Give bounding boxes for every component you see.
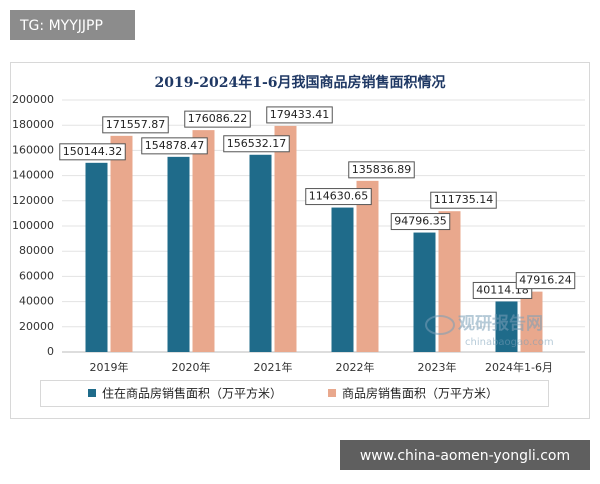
data-label: 40114.18 xyxy=(476,283,529,296)
top-tag: TG: MYYJJPP xyxy=(19,18,103,34)
data-label: 94796.35 xyxy=(394,215,447,228)
bar xyxy=(192,130,215,352)
data-label: 135836.89 xyxy=(352,163,412,176)
bar xyxy=(85,162,108,352)
y-tick-label: 140000 xyxy=(12,169,54,182)
data-label: 171557.87 xyxy=(106,118,166,131)
y-tick-label: 120000 xyxy=(12,194,54,207)
x-tick-label: 2023年 xyxy=(418,360,457,374)
x-tick-label: 2021年 xyxy=(254,360,293,374)
data-label-box xyxy=(348,161,415,179)
bar xyxy=(520,291,543,352)
data-label-box xyxy=(102,116,169,134)
bar xyxy=(274,125,297,352)
x-tick-label: 2019年 xyxy=(90,360,129,374)
bar xyxy=(110,135,133,352)
data-label: 150144.32 xyxy=(63,145,123,158)
logo-watermark: 观研报告网 chinabaogao.com xyxy=(425,313,554,348)
data-label-box xyxy=(305,188,372,206)
legend-swatch xyxy=(328,389,337,397)
chart-title: 2019-2024年1-6月我国商品房销售面积情况 xyxy=(154,74,445,91)
data-label: 176086.22 xyxy=(188,112,248,125)
x-tick-label: 2024年1-6月 xyxy=(485,360,553,374)
data-label: 179433.41 xyxy=(270,108,330,121)
legend-box xyxy=(40,380,549,407)
legend-label: 商品房销售面积（万平方米） xyxy=(342,386,498,401)
bar xyxy=(413,232,436,352)
data-label-box xyxy=(266,106,333,124)
y-tick-label: 80000 xyxy=(19,244,54,257)
y-tick-label: 200000 xyxy=(12,93,54,106)
y-tick-label: 0 xyxy=(47,345,54,358)
bar xyxy=(331,207,354,352)
data-label-box xyxy=(430,191,497,209)
data-label-box xyxy=(223,135,290,153)
data-label-box xyxy=(141,137,208,155)
y-tick-label: 100000 xyxy=(12,219,54,232)
bottom-url: www.china-aomen-yongli.com xyxy=(360,448,570,464)
y-tick-label: 20000 xyxy=(19,320,54,333)
bar xyxy=(356,180,379,352)
logo-name: 观研报告网 xyxy=(457,313,543,334)
legend-swatch xyxy=(88,389,96,397)
data-label-box xyxy=(515,272,576,290)
url-box xyxy=(340,440,590,470)
legend-label: 住在商品房销售面积（万平方米） xyxy=(102,386,282,401)
logo-url: chinabaogao.com xyxy=(465,337,554,348)
data-label: 47916.24 xyxy=(519,274,572,287)
data-label: 154878.47 xyxy=(145,139,205,152)
logo-icon xyxy=(425,315,455,335)
data-label-box xyxy=(59,143,126,161)
x-tick-label: 2020年 xyxy=(172,360,211,374)
x-tick-label: 2022年 xyxy=(336,360,375,374)
data-label-box xyxy=(184,110,251,128)
y-tick-label: 160000 xyxy=(12,143,54,156)
data-label-box xyxy=(390,213,451,231)
bar xyxy=(495,301,518,352)
y-tick-label: 180000 xyxy=(12,118,54,131)
y-tick-label: 60000 xyxy=(19,269,54,282)
tag-box xyxy=(10,10,135,40)
data-label: 156532.17 xyxy=(227,137,287,150)
y-tick-label: 40000 xyxy=(19,295,54,308)
data-label: 114630.65 xyxy=(309,190,369,203)
bar xyxy=(249,154,272,352)
data-label: 111735.14 xyxy=(434,193,494,206)
bar xyxy=(167,156,190,352)
